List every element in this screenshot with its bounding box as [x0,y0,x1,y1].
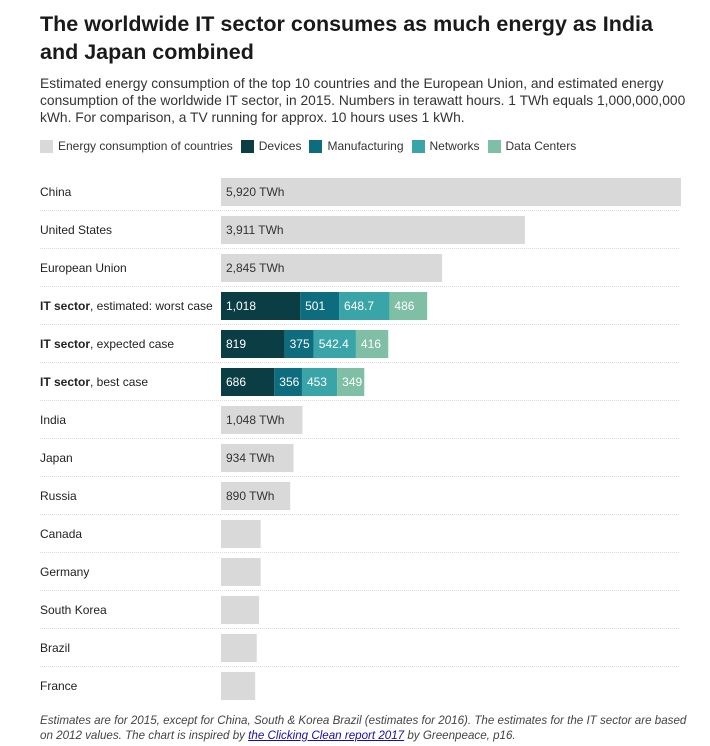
row-label: Canada [40,527,82,541]
segment-value-label: 686 [226,375,246,389]
segment-value-label: 356 [279,375,299,389]
chart-legend: Energy consumption of countries Devices Ma… [40,138,584,154]
bar-russia [221,482,291,510]
bar-brazil [221,634,257,662]
legend-item-devices: Devices [240,139,302,153]
bar-south-korea [221,596,260,624]
chart-row-it-sector-expected-case: IT sector, expected case 819 375 542.4 416 [40,330,680,363]
chart-row-china: China 5,920 TWh [40,178,681,211]
bar-germany [221,558,261,586]
legend-item-networks: Networks [411,139,480,153]
bar-india [221,406,303,434]
value-label: 3,911 TWh [226,223,284,237]
segment-networks [339,292,390,320]
segment-data-centers [337,368,365,396]
segment-devices [221,292,301,320]
row-label-suffix: , estimated: worst case [90,299,213,313]
row-label: IT sector, best case [40,375,148,389]
segment-devices [221,330,285,358]
segment-value-label: 542.4 [319,337,349,351]
row-label: Germany [40,565,89,579]
chart-subtitle: Estimated energy consumption of the top … [40,76,686,125]
legend-swatch [411,139,425,153]
chart-row-india: India 1,048 TWh [40,406,680,439]
row-label: India [40,413,66,427]
segment-data-centers [389,292,428,320]
row-label: IT sector, estimated: worst case [40,299,213,313]
legend-item-manufacturing: Manufacturing [309,139,404,153]
segment-value-label: 486 [394,299,414,313]
segment-manufacturing [274,368,302,396]
bar-china [221,178,681,206]
row-label: South Korea [40,603,107,617]
source-link[interactable]: the Clicking Clean report 2017 [248,729,405,742]
segment-value-label: 648.7 [344,299,374,313]
segment-networks [313,330,356,358]
legend-swatch [40,139,53,153]
bar-chart: China 5,920 TWh United States 3,911 TWh Euro… [40,178,681,700]
row-label-suffix: , expected case [90,337,174,351]
row-label: Russia [40,489,77,503]
legend-swatch [240,139,254,153]
segment-value-label: 416 [361,337,381,351]
chart-row-germany: Germany [40,558,680,591]
chart-row-south-korea: South Korea [40,596,680,629]
legend-label: Networks [429,139,480,153]
bar-united-states [221,216,525,244]
chart-row-canada: Canada [40,520,680,553]
legend-item-energy-consumption-of-countries: Energy consumption of countries [40,139,233,153]
chart-row-it-sector-best-case: IT sector, best case 686 356 453 349 [40,368,680,401]
segment-value-label: 1,018 [226,299,256,313]
legend-label: Energy consumption of countries [58,139,233,153]
segment-value-label: 453 [307,375,327,389]
legend-swatch [487,139,501,153]
legend-swatch [309,139,323,153]
chart-footnote: Estimates are for 2015, except for China… [40,713,690,743]
segment-value-label: 375 [290,337,310,351]
row-label: Brazil [40,641,70,655]
value-label: 1,048 TWh [226,413,284,427]
chart-row-brazil: Brazil [40,634,680,667]
row-label: France [40,679,78,693]
legend-label: Devices [258,139,302,153]
row-label-bold: IT sector [40,337,90,351]
footnote-text-after: by Greenpeace, p16. [404,729,516,742]
row-label: Japan [40,451,73,465]
segment-value-label: 349 [342,375,362,389]
legend-item-data-centers: Data Centers [487,139,577,153]
segment-devices [221,368,275,396]
chart-title: The worldwide IT sector consumes as much… [40,12,653,64]
chart-row-russia: Russia 890 TWh [40,482,680,515]
segment-manufacturing [300,292,340,320]
row-label: China [40,185,72,199]
row-label: European Union [40,261,127,275]
chart-row-it-sector-estimated-worst-case: IT sector, estimated: worst case 1,018 501… [40,292,680,325]
segment-data-centers [355,330,389,358]
segment-value-label: 819 [226,337,246,351]
bar-canada [221,520,261,548]
chart-row-france: France [40,672,256,700]
legend-label: Data Centers [505,139,577,153]
segment-value-label: 501 [305,299,325,313]
row-label-bold: IT sector [40,375,90,389]
bar-european-union [221,254,443,282]
chart-row-japan: Japan 934 TWh [40,444,680,477]
value-label: 2,845 TWh [226,261,284,275]
segment-networks [301,368,338,396]
value-label: 934 TWh [226,451,274,465]
bar-japan [221,444,294,472]
row-label: IT sector, expected case [40,337,174,351]
footnote-text-before: Estimates are for 2015, except for China… [40,714,687,742]
chart-row-united-states: United States 3,911 TWh [40,216,680,249]
value-label: 5,920 TWh [226,185,284,199]
chart-row-european-union: European Union 2,845 TWh [40,254,680,287]
row-label-bold: IT sector [40,299,90,313]
row-label-suffix: , best case [90,375,148,389]
segment-manufacturing [284,330,314,358]
row-label: United States [40,223,112,237]
legend-label: Manufacturing [327,139,404,153]
bar-france [221,672,256,700]
value-label: 890 TWh [226,489,274,503]
